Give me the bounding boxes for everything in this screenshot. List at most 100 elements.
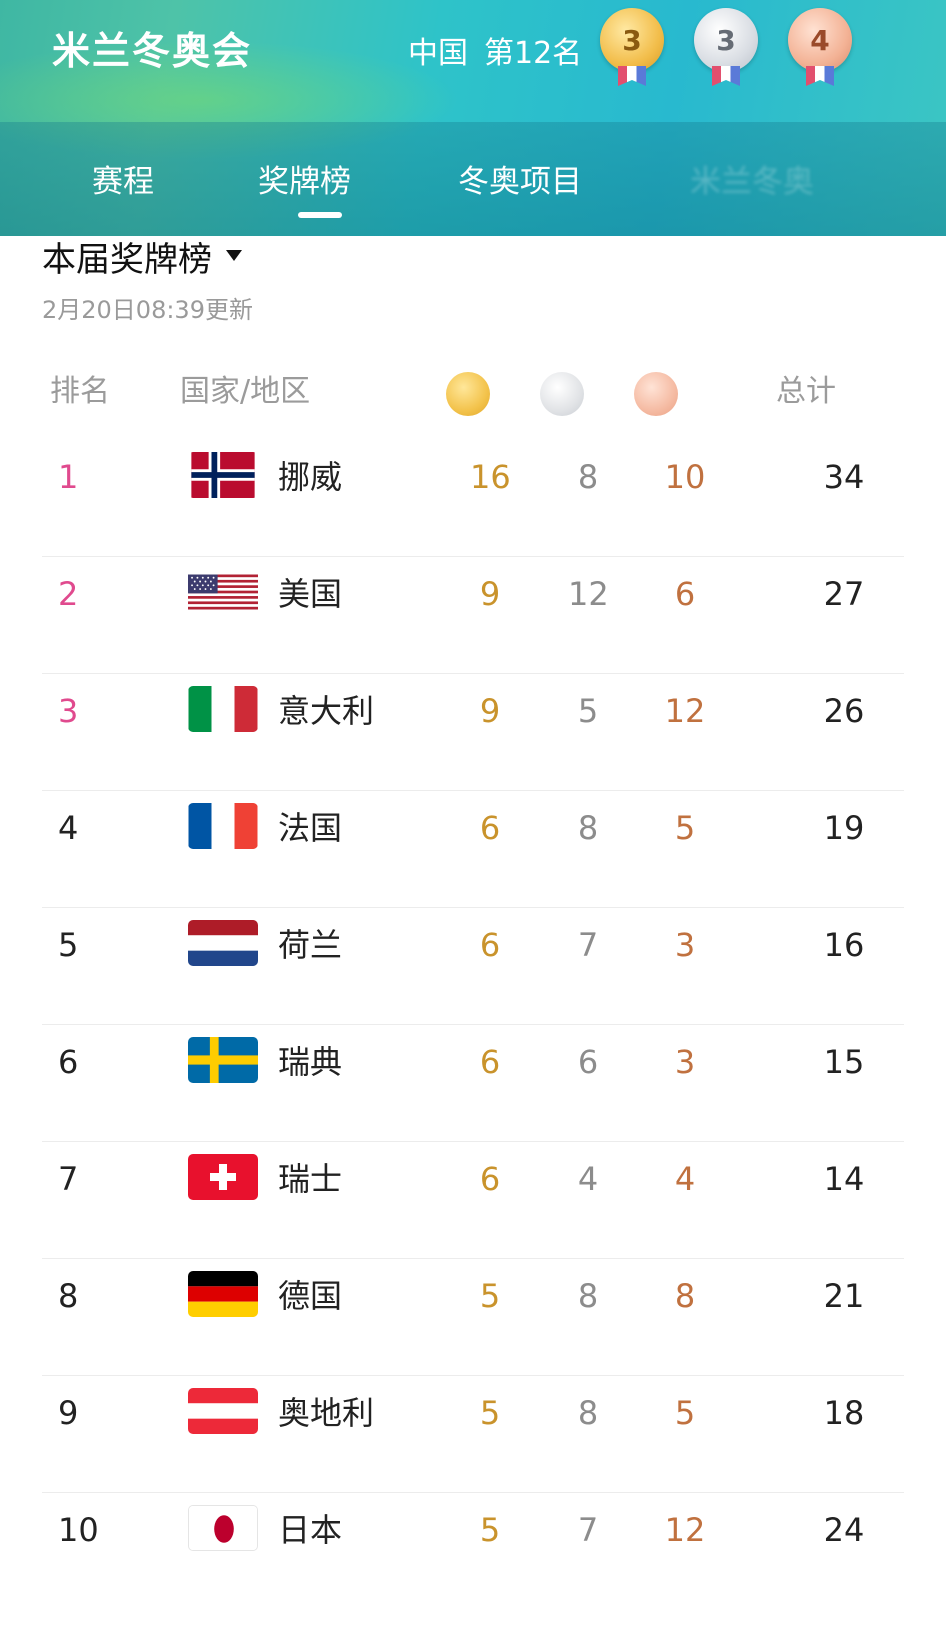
rank-cell: 10 [58, 1511, 99, 1549]
gold-medal-icon [446, 372, 490, 416]
row-divider [42, 1024, 904, 1025]
header-rank: 排名 [50, 374, 110, 409]
rank-cell: 2 [58, 575, 79, 613]
bronze-count: 4 [674, 1160, 696, 1198]
usa-flag-icon [188, 569, 258, 615]
silver-medal-icon [540, 372, 584, 416]
gold-count: 6 [479, 809, 501, 847]
country-name: 意大利 [278, 692, 375, 730]
bronze-count: 8 [674, 1277, 696, 1315]
row-divider [42, 556, 904, 557]
row-divider [42, 1258, 904, 1259]
rank-cell: 6 [58, 1043, 79, 1081]
gold-count: 6 [479, 926, 501, 964]
silver-count: 3 [716, 23, 736, 57]
netherlands-flag-icon [188, 920, 258, 966]
rank-cell: 7 [58, 1160, 79, 1198]
row-divider [42, 1141, 904, 1142]
sweden-flag-icon [188, 1037, 258, 1083]
gold-count: 9 [479, 575, 501, 613]
france-flag-icon [188, 803, 258, 849]
country-name: 奥地利 [278, 1394, 375, 1432]
country-name: 挪威 [278, 458, 343, 496]
silver-medal-icon: 3 [694, 8, 758, 72]
tab-milan-olympics[interactable]: 米兰冬奥 [690, 164, 814, 200]
country-name: 瑞典 [278, 1043, 343, 1081]
gold-medal-icon: 3 [600, 8, 664, 72]
bronze-medal-icon: 4 [788, 8, 852, 72]
tab-bar-background [0, 122, 946, 236]
silver-count: 8 [577, 1394, 599, 1432]
row-divider [42, 1492, 904, 1493]
gold-medal-badge: 3 [600, 8, 664, 86]
silver-medal-badge: 3 [694, 8, 758, 86]
caret-down-icon [226, 250, 242, 261]
rank-cell: 3 [58, 692, 79, 730]
table-row[interactable]: 4 法国 6 8 5 19 [0, 791, 946, 908]
bronze-count: 10 [664, 458, 706, 496]
gold-count: 5 [479, 1277, 501, 1315]
country-name: 日本 [278, 1511, 343, 1549]
table-row[interactable]: 8 德国 5 8 8 21 [0, 1259, 946, 1376]
rank-cell: 8 [58, 1277, 79, 1315]
tab-schedule[interactable]: 赛程 [92, 164, 154, 200]
ribbon-icon [806, 66, 834, 86]
header-country: 国家/地区 [180, 374, 311, 409]
header-total: 总计 [776, 374, 836, 409]
total-count: 15 [823, 1043, 865, 1081]
rank-cell: 4 [58, 809, 79, 847]
table-row[interactable]: 10 日本 5 7 12 24 [0, 1493, 946, 1610]
table-row[interactable]: 5 荷兰 6 7 3 16 [0, 908, 946, 1025]
total-count: 16 [823, 926, 865, 964]
bronze-count: 3 [674, 926, 696, 964]
bronze-count: 12 [664, 692, 706, 730]
table-row[interactable]: 6 瑞典 6 6 3 15 [0, 1025, 946, 1142]
silver-count: 8 [577, 458, 599, 496]
germany-flag-icon [188, 1271, 258, 1317]
gold-count: 6 [479, 1160, 501, 1198]
ribbon-icon [712, 66, 740, 86]
bronze-count: 3 [674, 1043, 696, 1081]
medal-table-dropdown[interactable]: 本届奖牌榜 [42, 232, 242, 281]
table-row[interactable]: 2 美国 9 12 6 27 [0, 557, 946, 674]
header-glow [0, 40, 460, 160]
japan-flag-icon [188, 1505, 258, 1551]
table-row[interactable]: 9 奥地利 5 8 5 18 [0, 1376, 946, 1493]
rank-cell: 9 [58, 1394, 79, 1432]
row-divider [42, 907, 904, 908]
total-count: 18 [823, 1394, 865, 1432]
china-rank-summary[interactable]: 中国 第12名 [408, 28, 598, 72]
row-divider [42, 673, 904, 674]
silver-count: 7 [577, 1511, 599, 1549]
tab-winter-events[interactable]: 冬奥项目 [458, 164, 582, 200]
bronze-count: 4 [810, 23, 830, 57]
section-title: 本届奖牌榜 [42, 240, 212, 280]
ribbon-icon [618, 66, 646, 86]
gold-count: 9 [479, 692, 501, 730]
country-label: 中国 [408, 36, 468, 71]
country-name: 荷兰 [278, 926, 343, 964]
gold-count: 16 [470, 458, 511, 496]
bronze-count: 5 [674, 1394, 696, 1432]
country-name: 美国 [278, 575, 343, 613]
total-count: 14 [823, 1160, 865, 1198]
table-row[interactable]: 3 意大利 9 5 12 26 [0, 674, 946, 791]
tab-medal-table[interactable]: 奖牌榜 [258, 164, 351, 200]
gold-count: 3 [622, 23, 642, 57]
switzerland-flag-icon [188, 1154, 258, 1200]
table-header: 排名 国家/地区 总计 [0, 360, 946, 420]
bronze-count: 5 [674, 809, 696, 847]
table-row[interactable]: 1 挪威 16 8 10 34 [0, 440, 946, 557]
total-count: 21 [823, 1277, 865, 1315]
austria-flag-icon [188, 1388, 258, 1434]
country-name: 德国 [278, 1277, 343, 1315]
header-banner: 米兰冬奥会 中国 第12名 3 3 4 赛程 奖牌榜 冬奥项目 米兰冬奥 [0, 0, 946, 236]
active-tab-indicator [298, 212, 342, 218]
silver-count: 6 [577, 1043, 599, 1081]
italy-flag-icon [188, 686, 258, 732]
gold-count: 5 [479, 1394, 501, 1432]
country-name: 瑞士 [278, 1160, 343, 1198]
silver-count: 5 [577, 692, 599, 730]
bronze-count: 12 [664, 1511, 706, 1549]
table-row[interactable]: 7 瑞士 6 4 4 14 [0, 1142, 946, 1259]
